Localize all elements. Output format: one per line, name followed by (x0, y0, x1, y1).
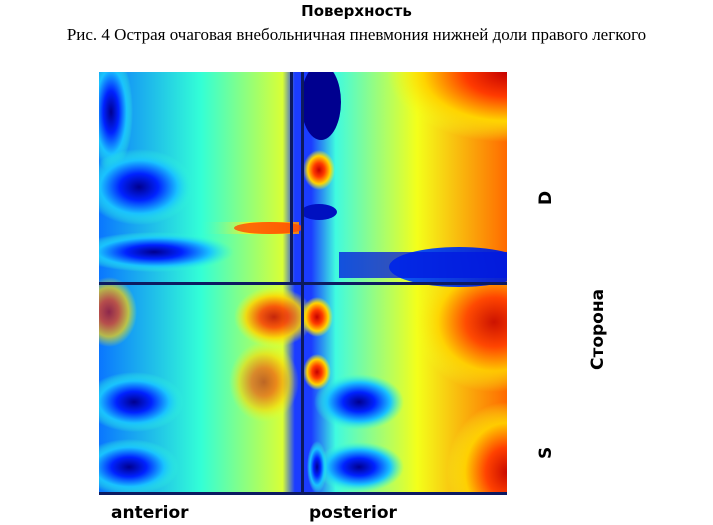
side-label-d: D (536, 190, 556, 205)
x-label-anterior: anterior (111, 503, 189, 523)
surface-title: Поверхность (301, 2, 412, 20)
side-axis-title: Сторона (588, 288, 608, 370)
surface-heatmap (99, 72, 507, 495)
side-label-s: S (536, 446, 556, 459)
x-label-posterior: posterior (309, 503, 397, 523)
surface-heatmap-figure (99, 72, 507, 495)
figure-caption: Рис. 4 Острая очаговая внебольничная пне… (66, 25, 647, 44)
